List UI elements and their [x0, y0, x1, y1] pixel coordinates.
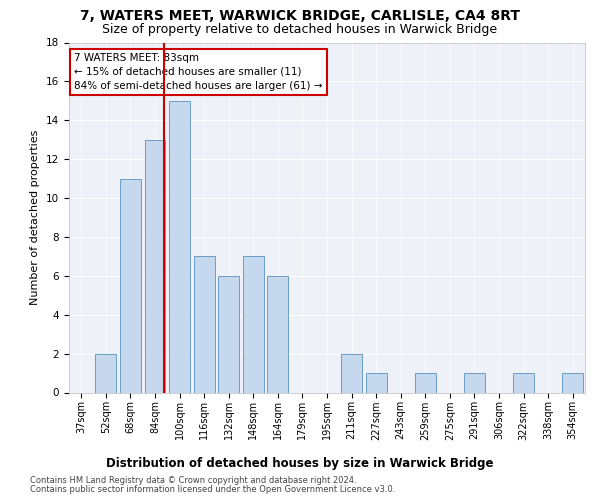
Text: Size of property relative to detached houses in Warwick Bridge: Size of property relative to detached ho…	[103, 22, 497, 36]
Bar	[243, 256, 264, 392]
Bar	[464, 373, 485, 392]
Text: 7, WATERS MEET, WARWICK BRIDGE, CARLISLE, CA4 8RT: 7, WATERS MEET, WARWICK BRIDGE, CARLISLE…	[80, 9, 520, 23]
Bar	[513, 373, 534, 392]
Bar	[95, 354, 116, 393]
Bar	[218, 276, 239, 392]
Bar	[145, 140, 166, 392]
Bar	[194, 256, 215, 392]
Y-axis label: Number of detached properties: Number of detached properties	[31, 130, 40, 305]
Bar	[365, 373, 386, 392]
Bar	[562, 373, 583, 392]
Text: Contains public sector information licensed under the Open Government Licence v3: Contains public sector information licen…	[30, 485, 395, 494]
Text: Contains HM Land Registry data © Crown copyright and database right 2024.: Contains HM Land Registry data © Crown c…	[30, 476, 356, 485]
Text: Distribution of detached houses by size in Warwick Bridge: Distribution of detached houses by size …	[106, 458, 494, 470]
Bar	[169, 101, 190, 392]
Bar	[341, 354, 362, 393]
Bar	[415, 373, 436, 392]
Bar	[120, 178, 141, 392]
Bar	[268, 276, 289, 392]
Text: 7 WATERS MEET: 83sqm
← 15% of detached houses are smaller (11)
84% of semi-detac: 7 WATERS MEET: 83sqm ← 15% of detached h…	[74, 53, 323, 91]
